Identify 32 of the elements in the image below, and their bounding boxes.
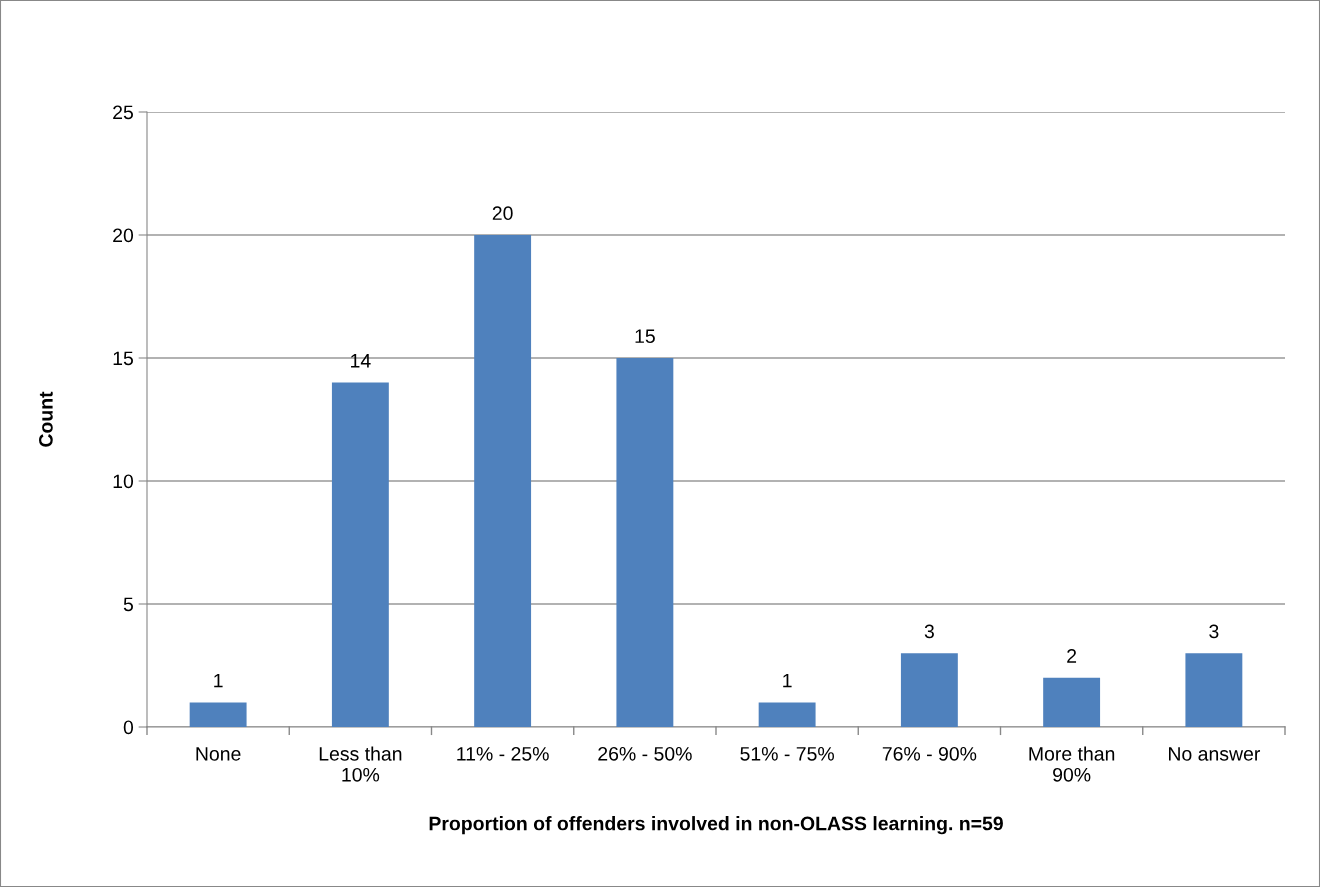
y-tick-label: 5 bbox=[123, 597, 133, 612]
x-tick-label: 26% - 50% bbox=[598, 746, 692, 761]
y-tick-label: 20 bbox=[113, 228, 134, 243]
y-tick-label: 0 bbox=[123, 720, 134, 735]
x-axis-title: Proportion of offenders involved in non-OLASS learning. n=59 bbox=[429, 816, 1003, 835]
data-label: 15 bbox=[635, 329, 655, 344]
bar bbox=[331, 382, 389, 727]
bar bbox=[1043, 677, 1101, 727]
data-label: 3 bbox=[924, 624, 934, 639]
bar bbox=[189, 702, 247, 727]
y-tick-label: 25 bbox=[113, 105, 133, 120]
x-tick-label: None bbox=[196, 747, 241, 761]
data-label: 1 bbox=[783, 673, 792, 688]
x-tick-label: 76% - 90% bbox=[882, 746, 977, 761]
x-tick-label: No answer bbox=[1169, 747, 1261, 761]
y-axis-title: Count bbox=[39, 391, 53, 447]
y-tick-label: 15 bbox=[113, 351, 133, 366]
x-tick-label: More than 90% bbox=[1029, 746, 1115, 782]
x-tick-label: Less than 10% bbox=[319, 746, 402, 782]
data-label: 14 bbox=[351, 354, 371, 368]
data-label: 3 bbox=[1209, 624, 1219, 639]
bar bbox=[758, 702, 816, 727]
bar bbox=[474, 235, 532, 727]
bar bbox=[616, 358, 674, 727]
data-label: 1 bbox=[214, 673, 223, 688]
data-label: 20 bbox=[492, 206, 513, 221]
bar bbox=[900, 653, 958, 727]
x-tick-label: 51% - 75% bbox=[740, 747, 834, 761]
data-label: 2 bbox=[1067, 649, 1077, 663]
x-tick-label: 11% - 25% bbox=[457, 746, 549, 761]
y-tick-label: 10 bbox=[113, 474, 134, 489]
bar bbox=[1185, 653, 1243, 727]
